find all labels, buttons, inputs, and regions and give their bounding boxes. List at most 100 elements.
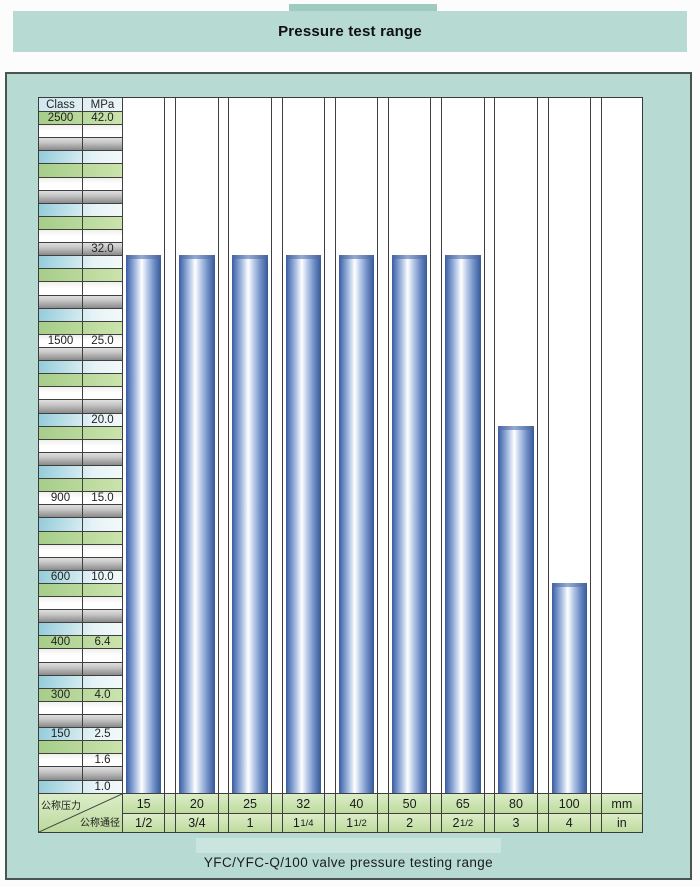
pressure-bar	[391, 255, 428, 793]
mpa-tick: 1.0	[83, 780, 123, 793]
mpa-tick	[83, 177, 123, 190]
mpa-tick	[83, 479, 123, 492]
spacer-column	[431, 98, 443, 832]
pressure-row	[39, 387, 123, 401]
class-tick	[39, 505, 83, 518]
mpa-tick	[83, 518, 123, 531]
column-area	[271, 98, 282, 794]
size-label-main: 4	[565, 816, 573, 830]
pressure-row	[39, 374, 123, 388]
mpa-tick	[83, 282, 123, 295]
class-tick	[39, 269, 83, 282]
pressure-row: 900 15.0	[39, 492, 123, 506]
size-column-20: 20 3/4	[176, 98, 219, 832]
size-column-32: 32 1 1/4	[282, 98, 325, 832]
size-label-fraction: 1/4	[300, 817, 314, 829]
class-tick	[39, 610, 83, 623]
mpa-tick	[83, 662, 123, 675]
class-tick	[39, 164, 83, 177]
mpa-tick	[83, 767, 123, 780]
column-area	[590, 98, 601, 794]
figure-panel: Class MPa 2500 42.0 32.0 1500 25.0 20.0 900 15.…	[5, 72, 692, 880]
pressure-row	[39, 269, 123, 283]
pressure-row	[39, 767, 123, 781]
mm-size-cell: 25	[229, 794, 271, 813]
size-column-100: 100 4	[548, 98, 591, 832]
pressure-row	[39, 164, 123, 178]
pressure-row: 300 4.0	[39, 688, 123, 702]
inch-size-cell	[378, 813, 388, 832]
corner-diameter-label: 公称通径	[80, 818, 120, 829]
size-column-15: 15 1/2	[123, 98, 166, 832]
pressure-row	[39, 138, 123, 152]
mm-size-cell: 65	[442, 794, 484, 813]
class-tick: 900	[39, 492, 83, 505]
pressure-row	[39, 295, 123, 309]
spacer-column	[165, 98, 177, 832]
pressure-row	[39, 597, 123, 611]
mpa-tick	[83, 151, 123, 164]
pressure-row: 20.0	[39, 413, 123, 427]
class-tick	[39, 295, 83, 308]
mm-size-cell: 100	[548, 794, 590, 813]
mpa-tick: 20.0	[83, 413, 123, 426]
class-tick: 2500	[39, 112, 83, 125]
column-area	[335, 98, 378, 794]
pressure-row	[39, 452, 123, 466]
spacer-column	[218, 98, 230, 832]
class-tick	[39, 439, 83, 452]
inch-size-cell	[271, 813, 282, 832]
pressure-row	[39, 216, 123, 230]
class-tick	[39, 243, 83, 256]
mm-size-cell: mm	[601, 794, 642, 813]
mm-size-cell	[271, 794, 282, 813]
pressure-row	[39, 321, 123, 335]
pressure-row	[39, 505, 123, 519]
mpa-tick	[83, 439, 123, 452]
column-area	[378, 98, 388, 794]
mpa-tick: 42.0	[83, 112, 123, 125]
mpa-tick	[83, 308, 123, 321]
mpa-tick: 25.0	[83, 334, 123, 347]
page-title: Pressure test range	[13, 11, 687, 52]
mpa-tick: 15.0	[83, 492, 123, 505]
column-area	[165, 98, 176, 794]
mm-size-cell: 80	[495, 794, 537, 813]
inch-size-cell: 2 1/2	[442, 813, 484, 832]
class-tick	[39, 308, 83, 321]
class-tick	[39, 701, 83, 715]
pressure-row: 1500 25.0	[39, 334, 123, 348]
pressure-row	[39, 649, 123, 663]
class-tick	[39, 256, 83, 269]
mm-size-cell: 32	[282, 794, 324, 813]
pressure-row	[39, 400, 123, 414]
mpa-tick	[83, 295, 123, 308]
column-area	[442, 98, 484, 794]
column-area	[282, 98, 324, 794]
pressure-row	[39, 190, 123, 204]
inch-size-cell: in	[601, 813, 642, 832]
mpa-tick	[83, 531, 123, 544]
mpa-tick	[83, 347, 123, 361]
mpa-tick	[83, 505, 123, 518]
page-title-text: Pressure test range	[278, 23, 422, 40]
inch-size-cell	[165, 813, 176, 832]
class-tick	[39, 282, 83, 295]
pressure-bar	[232, 255, 269, 793]
class-tick: 150	[39, 728, 83, 741]
class-header: Class	[39, 98, 83, 111]
class-tick	[39, 138, 83, 151]
mpa-header: MPa	[83, 98, 123, 111]
inch-size-cell: 1	[229, 813, 271, 832]
size-label-main: 3	[512, 816, 520, 830]
mm-size-cell	[590, 794, 601, 813]
mpa-tick	[83, 138, 123, 151]
column-area	[484, 98, 495, 794]
mpa-tick	[83, 125, 123, 138]
mm-size-cell	[484, 794, 495, 813]
mpa-tick	[83, 701, 123, 715]
class-tick	[39, 321, 83, 334]
mpa-tick: 2.5	[83, 728, 123, 741]
mpa-tick	[83, 190, 123, 203]
mpa-tick	[83, 387, 123, 400]
